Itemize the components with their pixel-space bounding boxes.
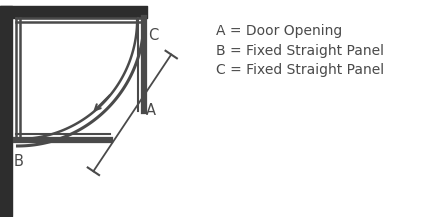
Text: A = Door Opening: A = Door Opening bbox=[216, 24, 342, 38]
Text: C: C bbox=[148, 28, 158, 42]
Text: A: A bbox=[146, 103, 156, 118]
Text: B: B bbox=[14, 154, 23, 169]
Text: C = Fixed Straight Panel: C = Fixed Straight Panel bbox=[216, 63, 384, 77]
Text: B = Fixed Straight Panel: B = Fixed Straight Panel bbox=[216, 44, 384, 58]
